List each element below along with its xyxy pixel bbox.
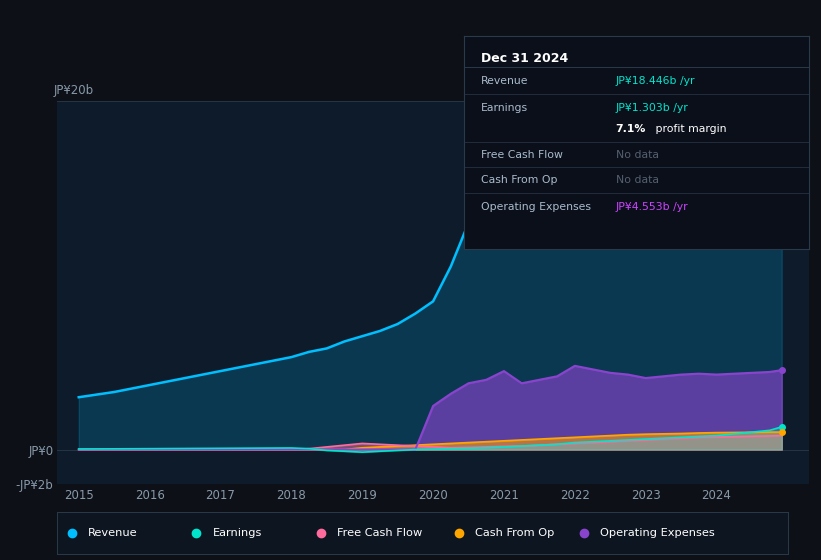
Text: 7.1%: 7.1% <box>616 124 646 134</box>
Text: Dec 31 2024: Dec 31 2024 <box>481 52 568 66</box>
Text: Earnings: Earnings <box>213 529 262 538</box>
Text: JP¥20b: JP¥20b <box>53 84 94 97</box>
Text: Cash From Op: Cash From Op <box>475 529 555 538</box>
Text: profit margin: profit margin <box>652 124 727 134</box>
Text: No data: No data <box>616 150 658 160</box>
Text: Operating Expenses: Operating Expenses <box>481 202 591 212</box>
Text: Earnings: Earnings <box>481 102 528 113</box>
Text: Operating Expenses: Operating Expenses <box>599 529 714 538</box>
Text: JP¥4.553b /yr: JP¥4.553b /yr <box>616 202 688 212</box>
Text: Revenue: Revenue <box>481 76 529 86</box>
Text: Free Cash Flow: Free Cash Flow <box>481 150 563 160</box>
Text: Revenue: Revenue <box>88 529 138 538</box>
Text: Cash From Op: Cash From Op <box>481 175 557 185</box>
Text: No data: No data <box>616 175 658 185</box>
Text: JP¥18.446b /yr: JP¥18.446b /yr <box>616 76 695 86</box>
Text: JP¥1.303b /yr: JP¥1.303b /yr <box>616 102 688 113</box>
Text: Free Cash Flow: Free Cash Flow <box>337 529 422 538</box>
